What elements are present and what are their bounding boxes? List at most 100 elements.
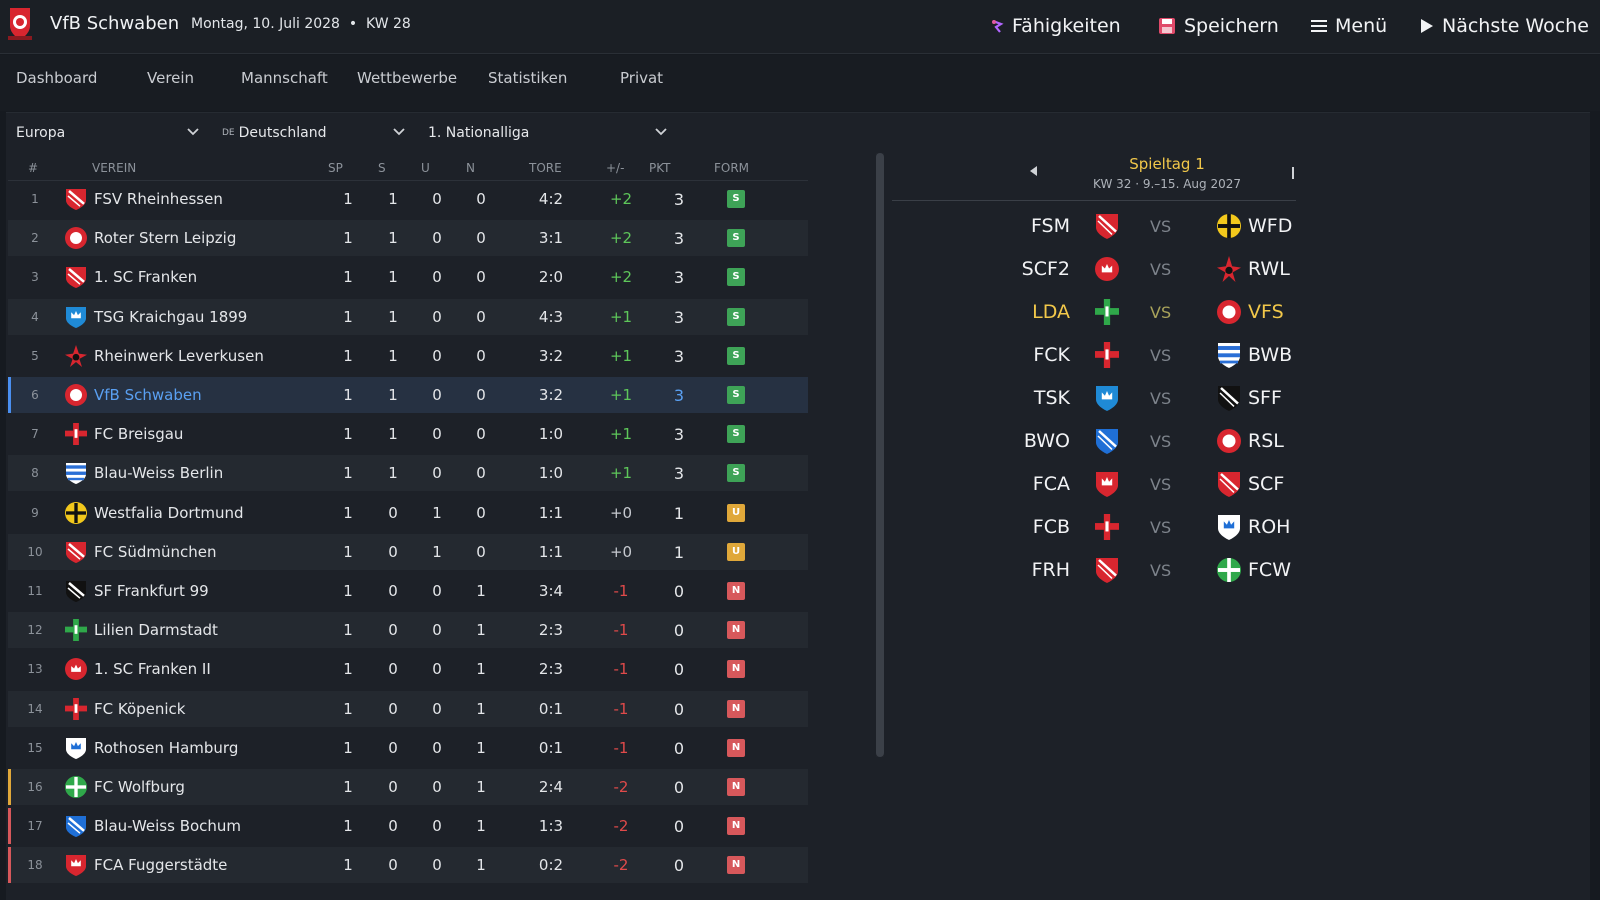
fixture-row[interactable]: BWO VS RSL (892, 422, 1296, 462)
next-week-button[interactable]: Nächste Woche (1420, 12, 1589, 40)
region-dropdown[interactable]: Europa (16, 119, 200, 147)
club-crest-icon (64, 775, 88, 799)
row-club-name[interactable]: Roter Stern Leipzig (94, 229, 237, 248)
table-row[interactable]: 3 1. SC Franken 1 1 0 0 2:0 +2 3 S (8, 259, 808, 296)
tab-privat[interactable]: Privat (620, 69, 664, 87)
row-club-name[interactable]: VfB Schwaben (94, 386, 202, 404)
row-club-name[interactable]: FC Köpenick (94, 699, 186, 718)
row-club-name[interactable]: Blau-Weiss Bochum (94, 817, 242, 836)
table-row[interactable]: 1 FSV Rheinhessen 1 1 0 0 4:2 +2 3 S (8, 181, 808, 217)
row-played: 1 (343, 542, 353, 561)
row-club-name[interactable]: SF Frankfurt 99 (94, 582, 209, 600)
column-draw[interactable]: U (421, 161, 430, 175)
menu-button[interactable]: Menü (1311, 12, 1387, 40)
table-row[interactable]: 14 FC Köpenick 1 0 0 1 0:1 -1 0 N (8, 690, 808, 727)
tab-mannschaft[interactable]: Mannschaft (241, 69, 328, 87)
fixture-row[interactable]: FCA VS SCF (892, 465, 1296, 505)
row-club-name[interactable]: FC Wolfburg (94, 778, 185, 796)
column-played[interactable]: SP (328, 161, 343, 175)
row-club-name[interactable]: Westfalia Dortmund (94, 503, 244, 522)
column-club[interactable]: VEREIN (92, 161, 137, 175)
home-team: FRH (1031, 559, 1070, 581)
fixture-row[interactable]: SCF2 VS RWL (892, 250, 1296, 290)
table-row[interactable]: 13 1. SC Franken II 1 0 0 1 2:3 -1 0 N (8, 651, 808, 688)
column-lost[interactable]: N (466, 161, 475, 175)
tab-statistiken[interactable]: Statistiken (488, 69, 568, 87)
table-row[interactable]: 18 FCA Fuggerstädte 1 0 0 1 0:2 -2 0 N (8, 847, 808, 884)
table-row[interactable]: 16 FC Wolfburg 1 0 0 1 2:4 -2 0 N (8, 769, 808, 805)
row-club-name[interactable]: 1. SC Franken II (94, 660, 211, 679)
away-team: FCW (1248, 559, 1291, 581)
table-row[interactable]: 2 Roter Stern Leipzig 1 1 0 0 3:1 +2 3 S (8, 220, 808, 257)
tab-verein[interactable]: Verein (147, 69, 195, 87)
row-rank: 15 (27, 740, 43, 755)
row-club-name[interactable]: FC Südmünchen (94, 542, 217, 561)
table-row[interactable]: 12 Lilien Darmstadt 1 0 0 1 2:3 -1 0 N (8, 612, 808, 649)
column-diff[interactable]: +/- (606, 161, 625, 175)
table-row[interactable]: 7 FC Breisgau 1 1 0 0 1:0 +1 3 S (8, 416, 808, 453)
table-row[interactable]: 5 Rheinwerk Leverkusen 1 1 0 0 3:2 +1 3 … (8, 337, 808, 374)
table-row[interactable]: 17 Blau-Weiss Bochum 1 0 0 1 1:3 -2 0 N (8, 808, 808, 845)
row-lost: 0 (476, 542, 486, 561)
row-goal-diff: +0 (609, 542, 633, 561)
row-club-name[interactable]: FCA Fuggerstädte (94, 856, 228, 875)
row-draw: 0 (432, 386, 442, 404)
table-row[interactable]: 11 SF Frankfurt 99 1 0 0 1 3:4 -1 0 N (8, 573, 808, 609)
row-lost: 0 (476, 229, 486, 248)
row-draw: 0 (432, 660, 442, 679)
form-badge: S (727, 346, 745, 365)
form-badge: N (727, 582, 745, 600)
column-won[interactable]: S (378, 161, 386, 175)
home-team: FCK (1033, 344, 1070, 366)
tab-dashboard[interactable]: Dashboard (16, 69, 98, 87)
column-form[interactable]: FORM (714, 161, 750, 175)
fixture-row[interactable]: LDA VS VFS (892, 293, 1296, 333)
row-rank: 3 (31, 270, 39, 285)
row-club-name[interactable]: Lilien Darmstadt (94, 621, 218, 640)
table-scrollbar[interactable] (876, 153, 884, 757)
league-dropdown[interactable]: 1. Nationalliga (428, 119, 668, 147)
country-dropdown[interactable]: DE Deutschland (222, 119, 406, 147)
club-crest-icon (64, 344, 88, 368)
club-logo-icon[interactable] (6, 6, 34, 42)
row-club-name[interactable]: 1. SC Franken (94, 268, 198, 287)
table-row[interactable]: 8 Blau-Weiss Berlin 1 1 0 0 1:0 +1 3 S (8, 455, 808, 492)
table-row[interactable]: 6 VfB Schwaben 1 1 0 0 3:2 +1 3 S (8, 377, 808, 413)
matchday-dates: KW 32 · 9.–15. Aug 2027 (1093, 177, 1241, 191)
fixture-row[interactable]: FCB VS ROH (892, 508, 1296, 548)
table-row[interactable]: 10 FC Südmünchen 1 0 1 0 1:1 +0 1 U (8, 533, 808, 570)
row-club-name[interactable]: FC Breisgau (94, 425, 184, 444)
row-club-name[interactable]: Blau-Weiss Berlin (94, 464, 224, 483)
previous-matchday-icon[interactable] (1028, 165, 1038, 177)
skills-button[interactable]: Fähigkeiten (990, 12, 1121, 40)
top-bar: VfB Schwaben Montag, 10. Juli 2028 • KW … (0, 0, 1600, 54)
row-club-name[interactable]: TSG Kraichgau 1899 (94, 307, 248, 326)
column-goals[interactable]: TORE (529, 161, 562, 175)
fixture-row[interactable]: TSK VS SFF (892, 379, 1296, 419)
fixture-row[interactable]: FSM VS WFD (892, 207, 1296, 247)
table-row[interactable]: 9 Westfalia Dortmund 1 0 1 0 1:1 +0 1 U (8, 494, 808, 531)
row-rank: 13 (27, 662, 43, 677)
row-goals: 1:1 (538, 503, 564, 522)
vs-label: VS (1150, 217, 1172, 236)
row-goal-diff: -1 (613, 660, 629, 679)
home-crest-icon (1094, 255, 1120, 283)
fixture-row[interactable]: FCK VS BWB (892, 336, 1296, 376)
matchday-header: Spieltag 1 KW 32 · 9.–15. Aug 2027 (892, 149, 1296, 201)
row-club-name[interactable]: FSV Rheinhessen (94, 190, 223, 208)
matchday-title: Spieltag 1 (1129, 155, 1205, 173)
column-points[interactable]: PKT (649, 161, 671, 175)
fixture-row[interactable]: FRH VS FCW (892, 551, 1296, 591)
row-goals: 1:0 (538, 425, 564, 444)
row-club-name[interactable]: Rheinwerk Leverkusen (94, 346, 264, 365)
table-row[interactable]: 4 TSG Kraichgau 1899 1 1 0 0 4:3 +1 3 S (8, 298, 808, 335)
home-team: SCF2 (1021, 258, 1070, 280)
tab-wettbewerbe[interactable]: Wettbewerbe (357, 69, 458, 87)
row-club-name[interactable]: Rothosen Hamburg (94, 738, 239, 757)
save-button[interactable]: Speichern (1158, 12, 1279, 40)
column-rank[interactable]: # (28, 161, 39, 175)
next-matchday-icon[interactable] (1292, 167, 1294, 179)
table-row[interactable]: 15 Rothosen Hamburg 1 0 0 1 0:1 -1 0 N (8, 729, 808, 766)
row-won: 0 (388, 817, 398, 836)
scrollbar-thumb[interactable] (876, 153, 884, 757)
